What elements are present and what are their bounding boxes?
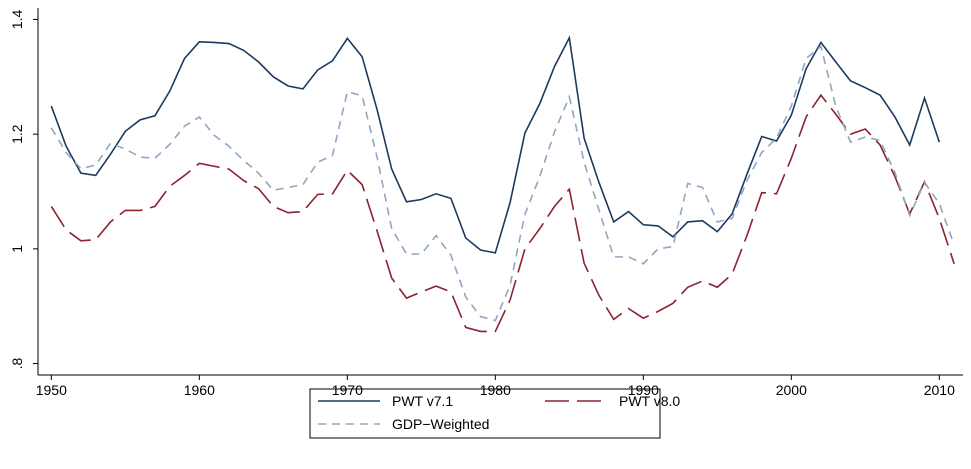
legend-label: PWT v8.0 bbox=[619, 393, 680, 409]
y-tick-label: 1 bbox=[9, 245, 25, 253]
y-tick-label: 1.4 bbox=[9, 10, 25, 30]
legend-box bbox=[309, 388, 661, 439]
x-tick-label: 1990 bbox=[628, 382, 659, 398]
x-tick-label: 1980 bbox=[480, 382, 511, 398]
legend-label: GDP−Weighted bbox=[392, 416, 489, 432]
x-tick-label: 2010 bbox=[924, 382, 955, 398]
x-tick-label: 1950 bbox=[36, 382, 67, 398]
x-tick-label: 1970 bbox=[332, 382, 363, 398]
series-line bbox=[50, 45, 955, 322]
series-line bbox=[50, 35, 941, 254]
y-tick-label: .8 bbox=[9, 357, 25, 369]
x-tick-label: 1960 bbox=[184, 382, 215, 398]
x-tick-label: 2000 bbox=[776, 382, 807, 398]
series-line bbox=[50, 93, 955, 333]
legend-label: PWT v7.1 bbox=[392, 393, 453, 409]
y-tick-label: 1.2 bbox=[9, 124, 25, 144]
